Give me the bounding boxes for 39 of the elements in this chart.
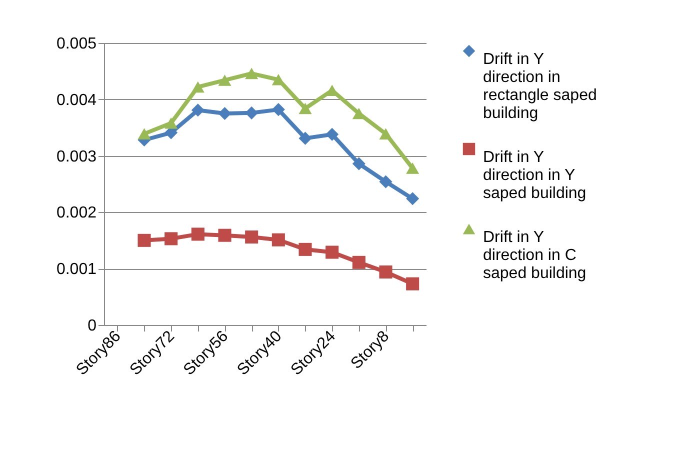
point [245, 68, 258, 80]
point [218, 228, 232, 242]
y-tick-label: 0.001 [56, 261, 97, 278]
point [406, 162, 420, 174]
point [218, 106, 232, 120]
point [272, 74, 285, 86]
point [326, 246, 339, 259]
point [245, 106, 258, 120]
point [406, 277, 420, 290]
y-tick-label: 0.005 [56, 36, 97, 52]
point [138, 128, 151, 140]
legend-label: Drift in Y direction in rectangle saped building [483, 51, 597, 122]
point [138, 234, 151, 247]
point [406, 192, 420, 206]
y-tick-label: 0.004 [56, 92, 97, 109]
point [352, 256, 366, 269]
y-tick-label: 0.002 [56, 204, 97, 222]
point [191, 81, 204, 93]
point [298, 102, 312, 114]
point [379, 265, 392, 279]
y-tick-label: 0 [88, 318, 97, 334]
point [298, 242, 312, 256]
point [272, 233, 285, 246]
point [352, 108, 366, 120]
legend-label: Drift in Y direction in C saped building [483, 229, 586, 282]
point [298, 132, 312, 145]
point [245, 230, 258, 244]
y-tick-label: 0.003 [56, 148, 97, 166]
point [164, 117, 178, 129]
legend-label: Drift in Y direction in Y saped building [483, 149, 586, 202]
point [164, 232, 178, 246]
point [191, 228, 204, 241]
point [352, 157, 366, 170]
point [272, 103, 285, 116]
point [379, 175, 392, 188]
point [191, 104, 204, 117]
point [218, 74, 232, 86]
point [326, 128, 339, 141]
point [379, 128, 392, 140]
